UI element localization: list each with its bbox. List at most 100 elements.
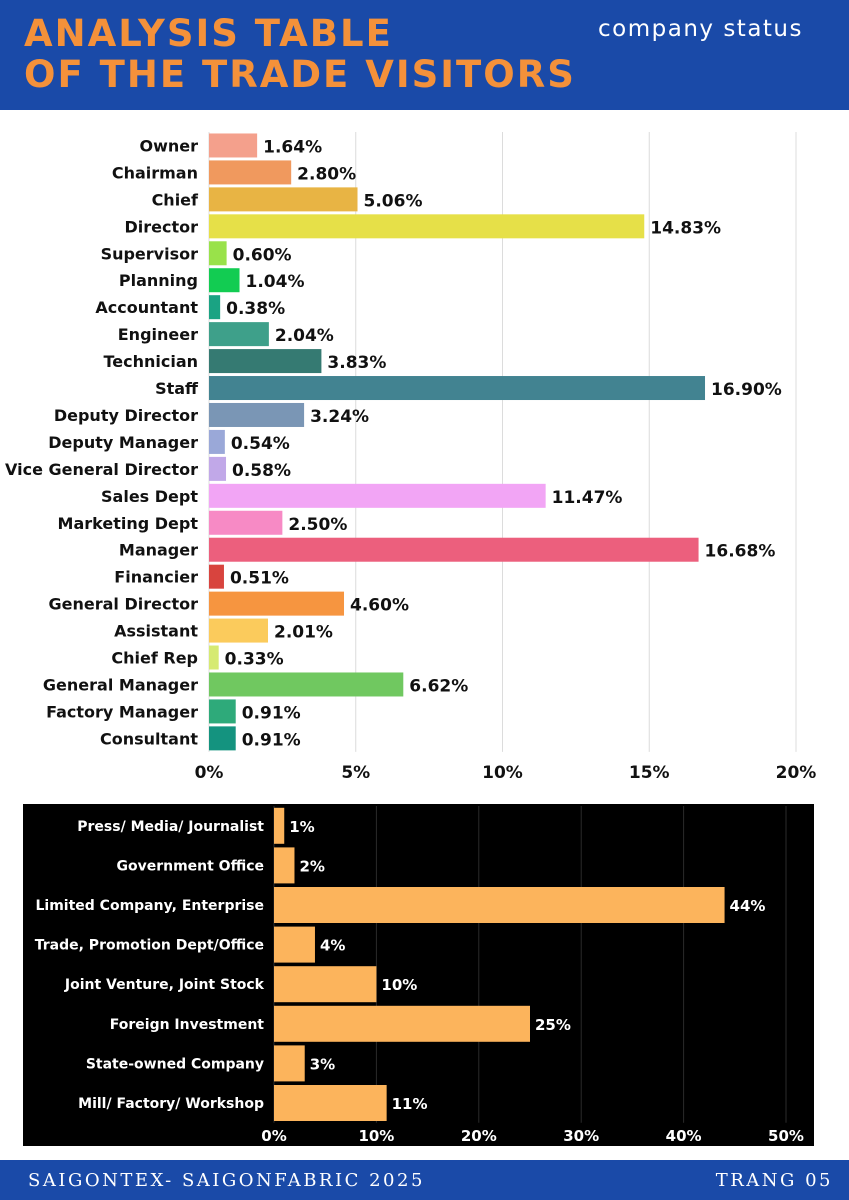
company-type-bar-chart: 0% 10% 20% 30% 40% 50% Press/ Media/ Journalis… (35, 806, 804, 1145)
bar (209, 672, 404, 697)
value-label: 11.47% (552, 488, 623, 508)
value-label: 0.91% (242, 730, 301, 750)
footer-banner: SAIGONTEX- SAIGONFABRIC 2025 TRANG 05 (0, 1160, 849, 1200)
page-title-line-2: OF THE TRADE VISITORS (24, 53, 576, 96)
category-label: Consultant (100, 729, 198, 748)
bar (209, 241, 227, 266)
category-label: Trade, Promotion Dept/Office (35, 938, 264, 954)
bar (209, 322, 269, 347)
category-label: Chairman (112, 163, 198, 182)
bar (209, 214, 645, 239)
bar (209, 160, 292, 185)
bar (209, 564, 224, 589)
value-label: 1.04% (246, 272, 305, 292)
x-tick-label: 0% (195, 763, 224, 783)
value-label: 2.04% (275, 326, 334, 346)
value-label: 3.24% (310, 407, 369, 427)
category-label: Factory Manager (46, 702, 198, 721)
category-label: Government Office (116, 858, 264, 874)
category-label: Mill/ Factory/ Workshop (78, 1096, 264, 1112)
value-label: 6.62% (409, 676, 468, 696)
category-label: State-owned Company (86, 1056, 264, 1072)
footer-event-name: SAIGONTEX- SAIGONFABRIC 2025 (28, 1170, 425, 1191)
x-tick-label: 50% (768, 1127, 804, 1145)
x-tick-label: 0% (261, 1127, 286, 1145)
bar (209, 402, 305, 427)
category-label: Staff (155, 379, 199, 398)
company-type-chart-panel: 0% 10% 20% 30% 40% 50% Press/ Media/ Journalis… (23, 804, 814, 1146)
x-tick-label: 20% (461, 1127, 497, 1145)
page-title-line-1: ANALYSIS TABLE (24, 12, 393, 55)
category-label: Assistant (114, 622, 198, 641)
value-label: 3% (310, 1055, 335, 1073)
value-label: 5.06% (364, 191, 423, 211)
value-label: 4% (320, 937, 345, 955)
category-label: Supervisor (101, 244, 199, 263)
bar (209, 456, 227, 481)
category-label: General Director (49, 595, 199, 614)
category-label: Director (124, 217, 198, 236)
value-label: 14.83% (650, 218, 721, 238)
category-label: Press/ Media/ Journalist (77, 819, 264, 835)
value-label: 0.91% (242, 703, 301, 723)
category-label: Vice General Director (5, 460, 198, 479)
job-title-bar-chart: 0% 5% 10% 15% 20% Owner 1.64% Chairman 2.80% Chie… (5, 132, 817, 783)
value-label: 0.60% (233, 245, 292, 265)
value-label: 2.01% (274, 623, 333, 643)
bar (209, 483, 546, 508)
x-tick-label: 10% (482, 763, 523, 783)
bar (209, 699, 236, 724)
category-label: Chief (152, 190, 199, 209)
bar (274, 1085, 387, 1121)
bar (209, 187, 358, 212)
bar (209, 376, 706, 401)
value-label: 1.64% (263, 137, 322, 157)
bar (274, 847, 295, 884)
category-label: Engineer (118, 325, 198, 344)
category-label: Deputy Manager (48, 433, 198, 452)
category-label: Joint Venture, Joint Stock (64, 977, 265, 993)
bar (274, 887, 725, 923)
value-label: 0.58% (232, 461, 291, 481)
category-label: Marketing Dept (58, 514, 199, 533)
value-label: 0.38% (226, 299, 285, 319)
bar (209, 268, 240, 293)
value-label: 25% (535, 1016, 571, 1034)
category-label: Sales Dept (101, 487, 198, 506)
bar (209, 726, 236, 751)
value-label: 4.60% (350, 596, 409, 616)
x-tick-label: 20% (776, 763, 817, 783)
category-label: Manager (119, 541, 198, 560)
category-label: Financier (114, 568, 198, 587)
bar (209, 645, 219, 670)
bar (209, 429, 225, 454)
value-label: 2% (299, 857, 324, 875)
value-label: 2.50% (288, 515, 347, 535)
x-tick-label: 40% (666, 1127, 702, 1145)
bar (274, 1045, 305, 1082)
category-label: Chief Rep (111, 649, 198, 668)
category-label: Owner (139, 136, 198, 155)
value-label: 10% (381, 976, 417, 994)
x-tick-label: 10% (358, 1127, 394, 1145)
value-label: 1% (289, 818, 314, 836)
value-label: 0.54% (231, 434, 290, 454)
value-label: 44% (730, 897, 766, 915)
bar (274, 807, 285, 844)
bar (209, 618, 268, 643)
bar (209, 349, 322, 374)
bar (209, 591, 345, 616)
x-tick-label: 5% (341, 763, 370, 783)
bar (274, 1005, 530, 1042)
category-label: General Manager (43, 675, 198, 694)
category-label: Limited Company, Enterprise (35, 898, 264, 914)
bar (274, 966, 377, 1003)
category-label: Deputy Director (54, 406, 198, 425)
bar (209, 295, 221, 320)
bar (209, 510, 283, 535)
header-banner: ANALYSIS TABLE OF THE TRADE VISITORS com… (0, 0, 849, 110)
value-label: 0.51% (230, 569, 289, 589)
value-label: 16.68% (705, 542, 776, 562)
value-label: 3.83% (327, 353, 386, 373)
x-tick-label: 30% (563, 1127, 599, 1145)
